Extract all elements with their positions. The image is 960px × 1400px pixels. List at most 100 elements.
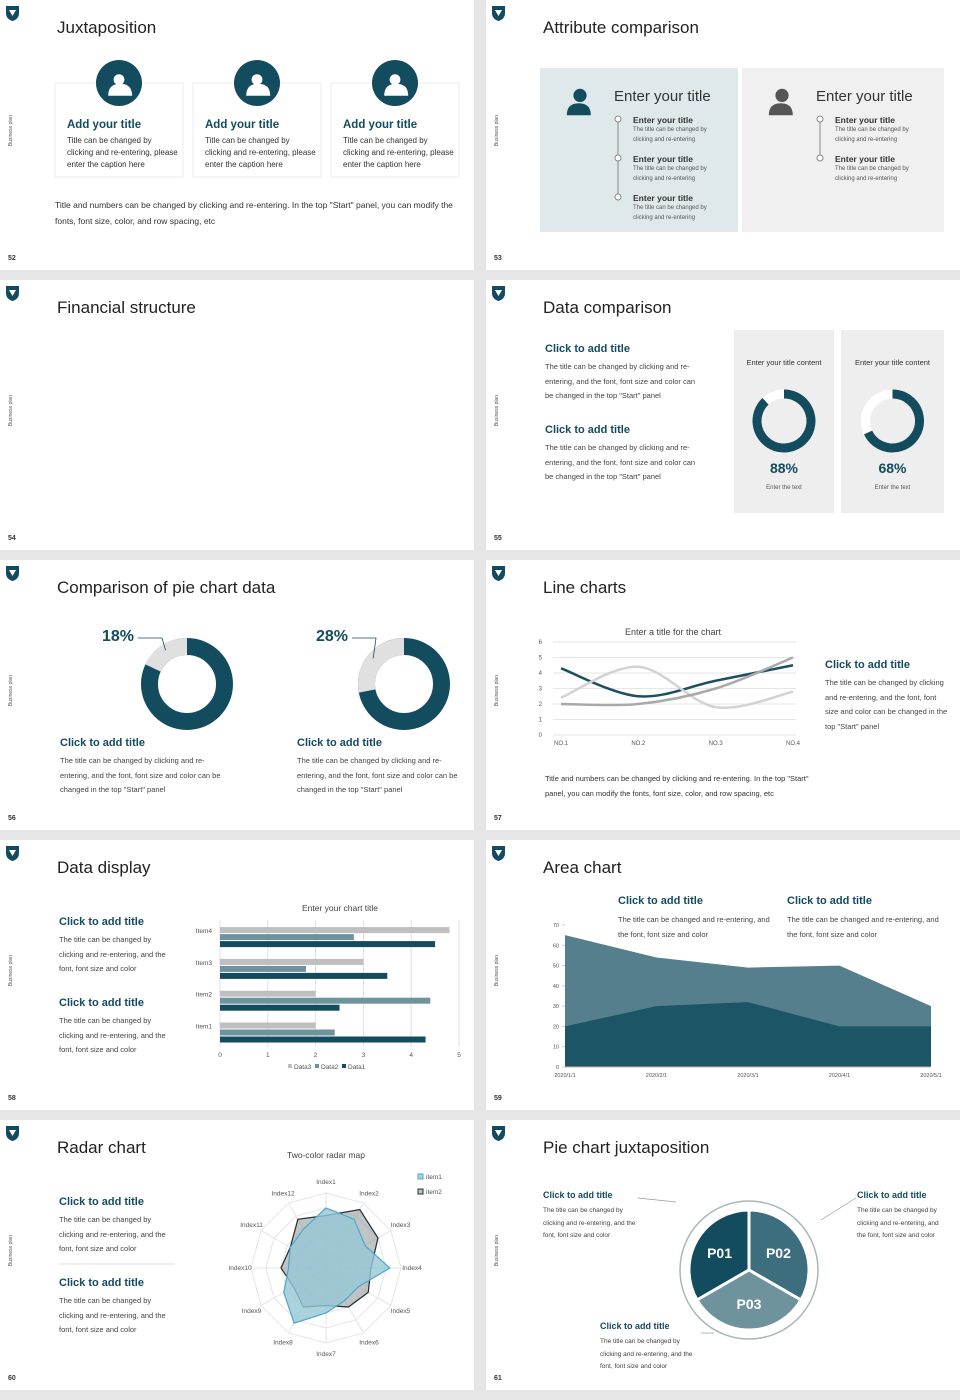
card-title: Enter your title content [854, 358, 931, 367]
y-tick-label: 30 [553, 1004, 559, 1010]
bar [220, 997, 431, 1004]
x-tick-label: 5 [457, 1052, 461, 1059]
radar-label: Index5 [391, 1308, 411, 1315]
page-number: 57 [494, 815, 502, 822]
bar [220, 934, 354, 941]
card [734, 330, 834, 513]
icon-body [246, 83, 271, 96]
line-series [560, 656, 794, 707]
value-label: 88% [769, 460, 799, 476]
icon-head [389, 74, 401, 85]
x-tick-label: NO.4 [786, 741, 801, 747]
page-number: 59 [494, 1095, 502, 1102]
slide-title: Area chart [543, 858, 622, 877]
icon-head [251, 74, 263, 85]
logo-mark [495, 10, 502, 16]
radar-label: Index4 [402, 1265, 422, 1272]
bar [220, 972, 388, 979]
block-text: The title can be changed by clicking and… [59, 935, 166, 973]
slide-title: Financial structure [57, 298, 196, 317]
slide-title: Comparison of pie chart data [57, 578, 276, 597]
y-tick-label: Item3 [196, 960, 213, 967]
leader-line [138, 637, 166, 651]
side-label: Business plan [494, 675, 500, 707]
block-text: The title can be changed and re-entering… [618, 915, 770, 939]
timeline-dot [614, 193, 622, 201]
logo-mark [495, 290, 502, 296]
radar-label: Index3 [391, 1222, 411, 1229]
line-series [560, 665, 794, 709]
item-text: The title can be changed by clicking and… [633, 127, 707, 143]
block-heading: Click to add title [297, 737, 382, 749]
icon-head [775, 88, 789, 102]
block-text: The title can be changed by clicking and… [543, 1207, 636, 1239]
card-heading: Add your title [205, 119, 280, 131]
slide-title: Line charts [543, 578, 627, 597]
y-tick-label: 1 [539, 718, 543, 724]
legend-swatch [288, 1064, 292, 1068]
y-tick-label: 5 [539, 656, 543, 662]
y-tick-label: 3 [539, 687, 543, 693]
block-heading: Click to add title [825, 659, 910, 671]
y-tick-label: Item1 [196, 1024, 213, 1031]
side-label: Business plan [8, 675, 14, 707]
side-label: Business plan [494, 115, 500, 147]
radar-series [283, 1207, 391, 1324]
block-text: The title can be changed by clicking and… [59, 1296, 166, 1334]
logo-mark [9, 850, 16, 856]
page-number: 55 [494, 535, 502, 542]
segment-label: P03 [737, 1296, 762, 1312]
legend-swatch [342, 1064, 346, 1068]
y-tick-label: 4 [539, 671, 543, 677]
block-heading: Click to add title [60, 737, 145, 749]
slide: Enter your chart title 0 1 2 3 4 5 Item1 Item2 It… [0, 840, 474, 1110]
bar [220, 965, 307, 972]
legend-swatch [315, 1064, 319, 1068]
donut-value [358, 638, 405, 693]
block-text: The title can be changed by clicking and… [60, 756, 221, 794]
slide-graphics: Two-color radar map Index1 Index2 Index3 Ind… [6, 1126, 442, 1358]
side-label: Business plan [8, 115, 14, 147]
x-tick-label: 1 [266, 1052, 270, 1059]
y-tick-label: 40 [553, 984, 559, 990]
card-heading: Add your title [67, 119, 142, 131]
x-tick-label: 2020/1/1 [554, 1073, 575, 1079]
note: Title and numbers can be changed by clic… [55, 200, 453, 226]
y-tick-label: 50 [553, 964, 559, 970]
bar [220, 958, 364, 965]
slide: Business plan 56 Comparison of pie chart d… [0, 560, 474, 830]
bar [220, 1022, 316, 1029]
legend-swatch [417, 1188, 424, 1195]
logo-mark [9, 10, 16, 16]
card-text: Title can be changed by clicking and re-… [67, 136, 178, 169]
timeline-dot [816, 154, 824, 162]
legend-label: Data1 [348, 1064, 366, 1071]
logo-mark [9, 1130, 16, 1136]
radar-label: Index2 [359, 1191, 379, 1198]
slide: Enter a title for the chart 0 1 2 3 4 5 6 NO.1 NO… [486, 560, 960, 830]
slide-graphics: 0 10 20 30 40 50 60 70 2020/1/1 2020/2/1 2020/3/1 2… [492, 846, 942, 1079]
x-tick-label: 4 [409, 1052, 413, 1059]
x-tick-label: 0 [218, 1052, 222, 1059]
radar-label: Index1 [316, 1179, 336, 1186]
side-label: Business plan [8, 955, 14, 987]
block-text: The title can be changed by clicking and… [59, 1016, 166, 1054]
icon-head [113, 74, 125, 85]
outer-ring [679, 1200, 819, 1340]
radar-label: Index9 [242, 1308, 262, 1315]
value-label: 18% [102, 628, 135, 645]
slide-graphics: P01 P02 P03 [492, 1126, 857, 1340]
slide-graphics [492, 6, 944, 232]
side-label: Business plan [494, 1235, 500, 1267]
block-text: The title can be changed by clicking and… [59, 1215, 166, 1253]
radar-label: Index12 [271, 1191, 295, 1198]
radar-label: Index11 [240, 1222, 263, 1229]
block-heading: Click to add title [543, 1190, 613, 1200]
page-number: 52 [8, 255, 16, 262]
slide-title: Data comparison [543, 298, 672, 317]
page-number: 53 [494, 255, 502, 262]
y-tick-label: 20 [553, 1024, 559, 1030]
bar [220, 1036, 426, 1043]
slide-title: Data display [57, 858, 151, 877]
